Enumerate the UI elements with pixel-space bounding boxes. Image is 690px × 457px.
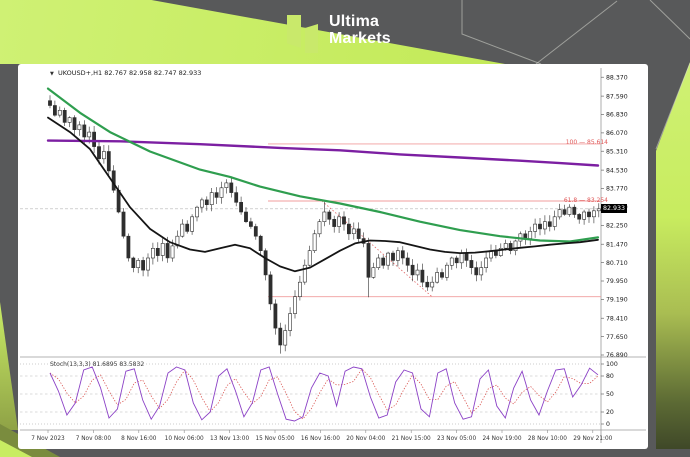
logo-word-1: Ultima <box>329 13 380 30</box>
logo-word-2: Markets <box>329 30 391 47</box>
logo-bar-left <box>287 15 301 48</box>
ultima-markets-logo: Ultima Markets <box>287 13 391 53</box>
symbol-info-line: ▼ UKOUSD+,H1 82.767 82.958 82.747 82.933 <box>50 69 201 77</box>
chart-panel[interactable] <box>18 64 648 449</box>
fib-level-label-100: 100 — 85.614 <box>565 139 608 146</box>
current-price-badge: 82.933 <box>601 204 628 213</box>
logo-bar-right <box>305 24 318 53</box>
fib-level-label-618: 61.8 — 83.254 <box>563 197 608 204</box>
ohlc-values: 82.767 82.958 82.747 82.933 <box>104 69 202 77</box>
symbol-timeframe-label: UKOUSD+,H1 <box>57 69 103 77</box>
stochastic-indicator-label: Stoch(13,3,3) 81.6895 83.5832 <box>50 361 145 368</box>
ultima-logo-mark-icon <box>287 13 319 53</box>
logo-wordmark: Ultima Markets <box>329 13 391 47</box>
symbol-dropdown-icon[interactable]: ▼ <box>50 71 54 77</box>
